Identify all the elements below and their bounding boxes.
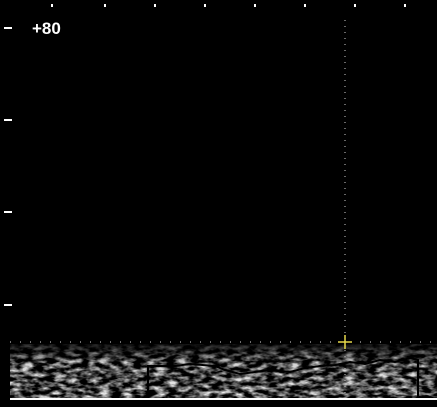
page: {"label": "+80"} +80 (() => { const data… — [0, 0, 437, 407]
scale-label: +80 — [32, 19, 61, 38]
spectral-fade — [10, 344, 437, 398]
doppler-display: +80 — [0, 0, 437, 407]
